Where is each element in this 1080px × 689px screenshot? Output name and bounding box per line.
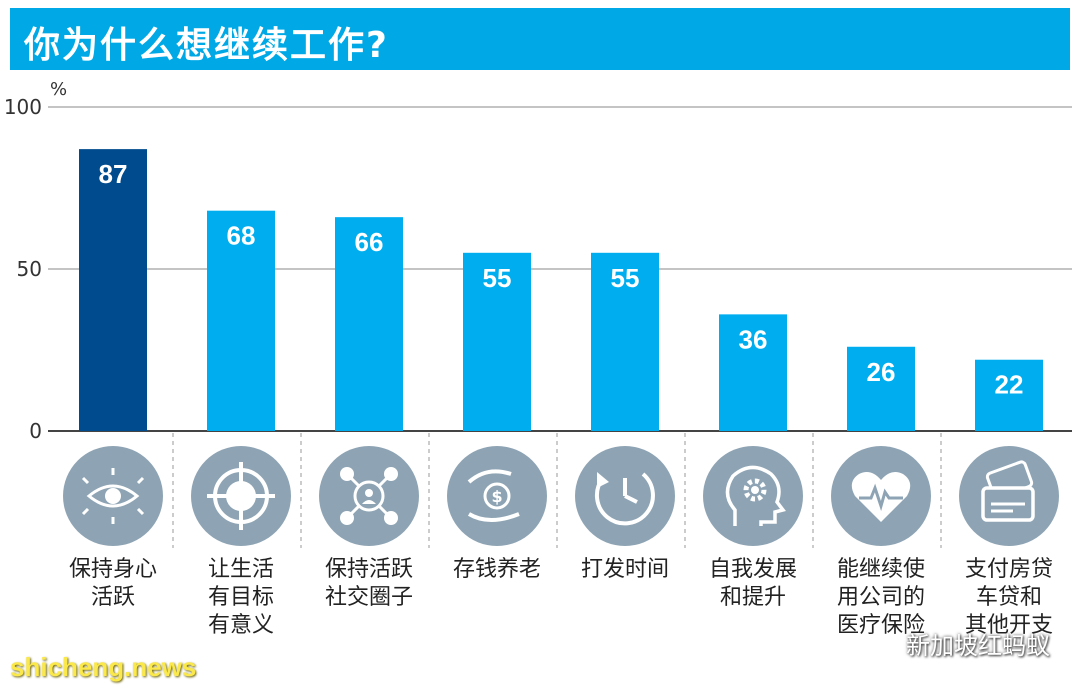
hand-top <box>467 469 512 484</box>
eye-outline <box>86 484 140 508</box>
category-label-line: 其他开支 <box>964 613 1053 638</box>
coin <box>483 482 511 510</box>
eye-ray <box>136 476 145 485</box>
eye-icon <box>63 446 163 546</box>
clock-arc <box>594 472 655 526</box>
watermark-right-text: 新加坡红蚂蚁 <box>906 632 1050 660</box>
clock-icon <box>575 446 675 546</box>
category-label-line: 自我发展 <box>708 557 797 582</box>
data-label-6: 36 <box>739 324 768 354</box>
eye-ray <box>136 507 145 516</box>
y-unit-label: % <box>50 79 67 100</box>
bar-4 <box>463 252 531 431</box>
network-node <box>340 511 354 525</box>
bar-2 <box>207 210 275 431</box>
category-label-line: 存钱养老 <box>452 557 541 582</box>
clock-arrow <box>597 472 609 488</box>
network-node <box>340 467 354 481</box>
bar-3 <box>335 217 403 431</box>
watermark-right: 新加坡红蚂蚁 <box>874 626 1050 661</box>
category-label-line: 活跃 <box>90 585 135 610</box>
category-label-line: 让生活 <box>207 557 274 582</box>
category-label-line: 能继续使 <box>836 557 925 582</box>
bar-5 <box>591 252 659 431</box>
money-hands-icon: $ <box>447 446 547 546</box>
y-tick-label-100: 100 <box>4 95 42 119</box>
eye-ray <box>81 507 90 516</box>
y-tick-label-50: 50 <box>17 257 42 281</box>
eye-ray <box>81 476 90 485</box>
network-person-head <box>365 489 373 497</box>
y-tick-label-0: 0 <box>29 419 42 443</box>
category-label-6: 自我发展 和提升 <box>689 556 817 612</box>
category-label-1: 保持身心 活跃 <box>49 556 177 612</box>
network-node <box>384 467 398 481</box>
dollar-sign: $ <box>491 487 502 506</box>
network-node <box>384 511 398 525</box>
bar-7 <box>847 346 915 431</box>
heart-shape <box>851 472 911 522</box>
data-label-2: 68 <box>227 221 256 251</box>
data-label-3: 66 <box>355 227 384 257</box>
category-label-line: 车贷和 <box>975 585 1042 610</box>
wechat-icon <box>874 636 900 657</box>
head-gear-icon <box>703 446 803 546</box>
category-label-line: 支付房贷 <box>964 557 1053 582</box>
category-label-4: 存钱养老 <box>433 556 561 584</box>
category-label-line: 保持活跃 <box>324 557 413 582</box>
eye-pupil <box>105 488 121 504</box>
category-label-2: 让生活 有目标 有意义 <box>177 556 305 640</box>
category-label-line: 有意义 <box>207 613 274 638</box>
category-label-line: 保持身心 <box>68 557 157 582</box>
data-label-8: 22 <box>995 370 1024 400</box>
data-label-1: 87 <box>99 159 128 189</box>
category-label-line: 打发时间 <box>580 557 669 582</box>
icon-circle <box>447 446 547 546</box>
data-label-5: 55 <box>611 263 640 293</box>
icon-circle <box>703 446 803 546</box>
title-bar: 你为什么想继续工作? <box>10 8 1070 70</box>
network-person-body <box>362 500 376 504</box>
head-outline <box>725 465 786 526</box>
category-label-line: 用公司的 <box>836 585 925 610</box>
chart-title: 你为什么想继续工作? <box>24 25 389 66</box>
pulse-line <box>859 483 903 512</box>
bar-chart: % 0 50 100 87 68 66 55 $55 36 26 22 <box>4 79 1072 548</box>
category-label-line: 社交圈子 <box>324 585 413 610</box>
gear-hub <box>751 486 759 494</box>
category-label-line: 有目标 <box>207 585 274 610</box>
credit-card-icon <box>959 446 1059 546</box>
bar-8 <box>975 359 1043 431</box>
category-label-line: 和提升 <box>719 585 786 610</box>
data-label-7: 26 <box>867 357 896 387</box>
data-label-4: 55 <box>483 263 512 293</box>
target-icon <box>191 446 291 546</box>
hand-bottom <box>467 512 520 522</box>
bar-1 <box>79 149 147 431</box>
gear-teeth <box>743 478 767 502</box>
category-label-3: 保持活跃 社交圈子 <box>305 556 433 612</box>
category-label-5: 打发时间 <box>561 556 689 584</box>
watermark-left: shicheng.news <box>10 652 197 682</box>
category-label-line: 医疗保险 <box>836 613 925 638</box>
heart-pulse-icon <box>831 446 931 546</box>
clock-hand <box>624 494 638 504</box>
network-icon <box>319 446 419 546</box>
bar-6 <box>719 314 787 431</box>
category-label-8: 支付房贷车贷和其他开支 <box>945 556 1073 640</box>
category-label-7: 能继续使用公司的医疗保险 <box>817 556 945 640</box>
